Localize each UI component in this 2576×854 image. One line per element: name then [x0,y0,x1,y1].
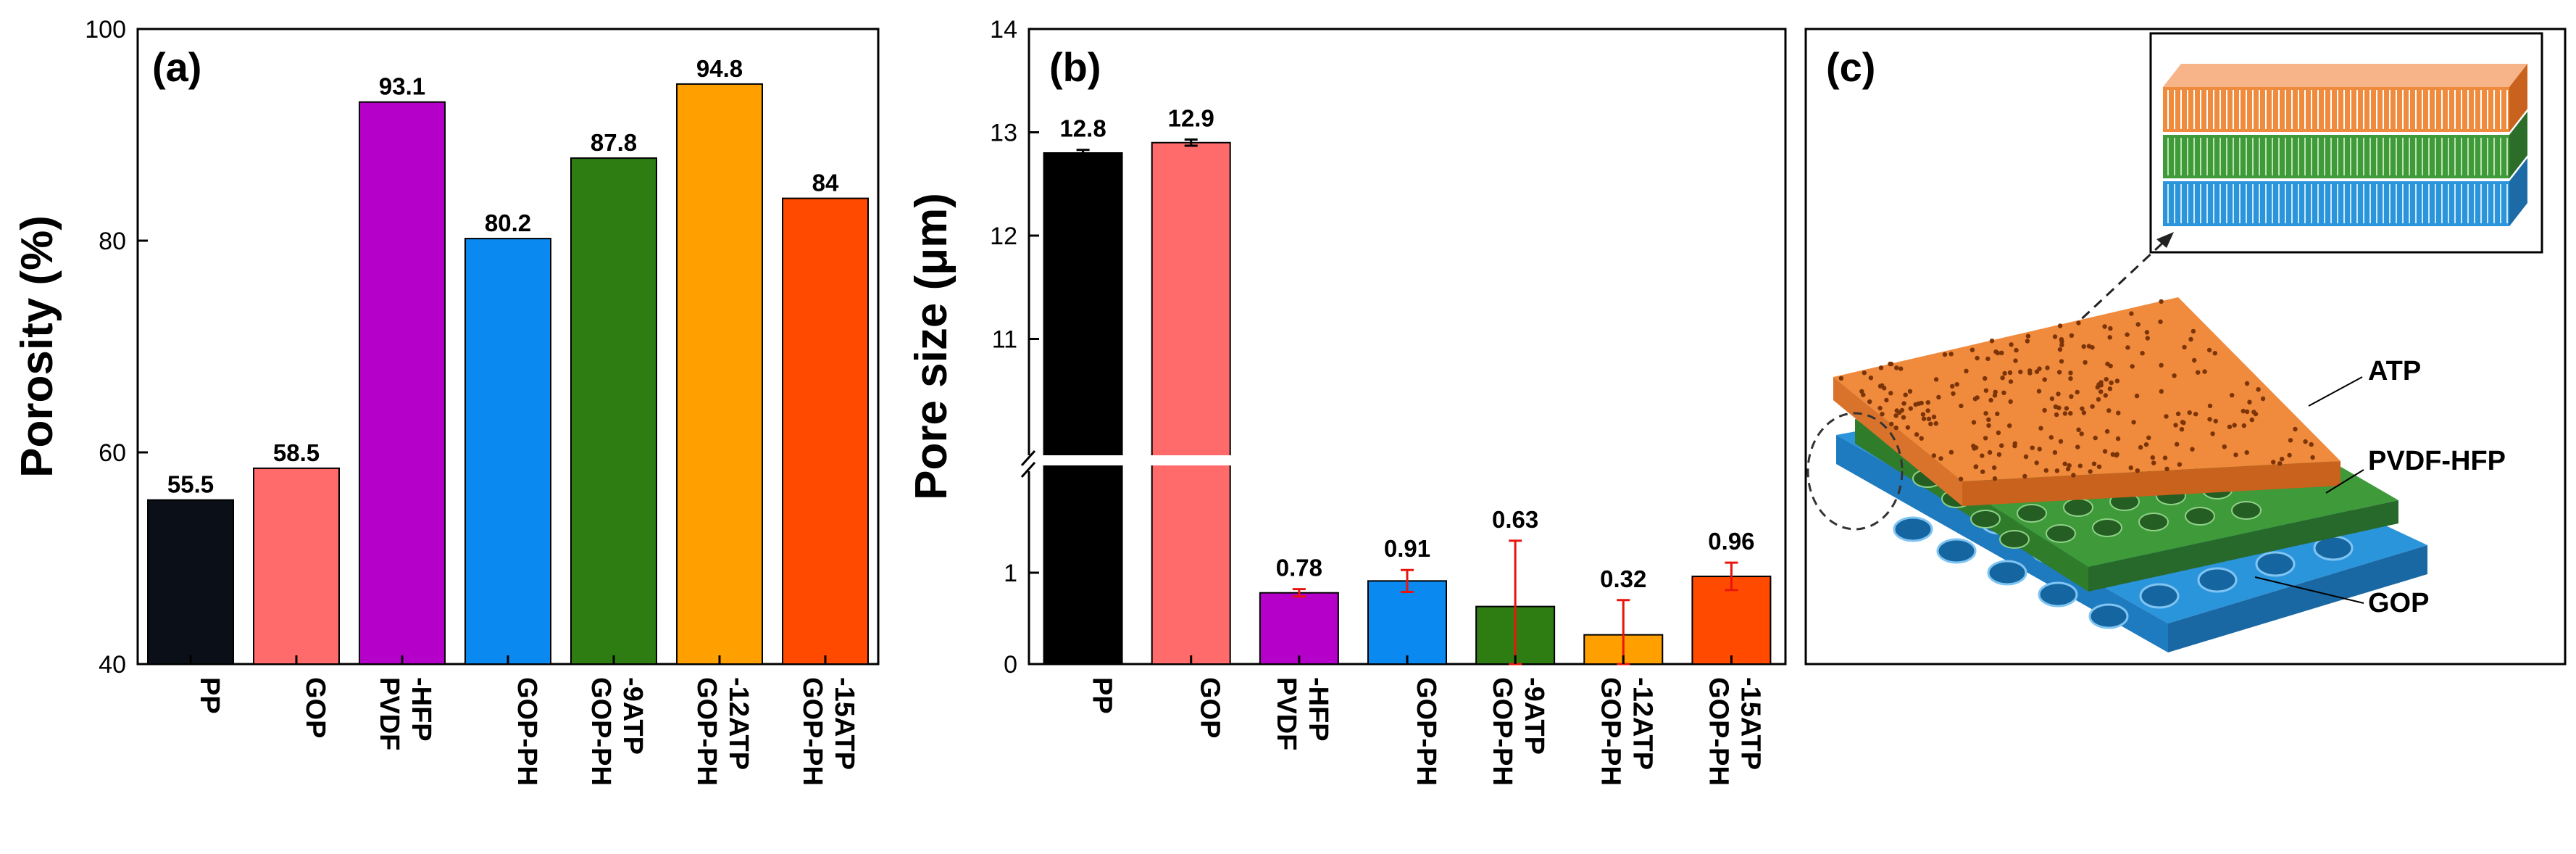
category-label-b: GOP-PH [1595,677,1625,786]
category-label-a: GOP-PH [691,677,722,786]
inset-gop-layer [2163,181,2509,226]
y-axis-label-a: Porosity (%) [12,215,62,478]
atp-leader [2308,376,2363,407]
category-label-b: -9ATP [1519,677,1549,755]
y-tick-label-a: 40 [99,651,126,679]
panel-label-a: (a) [152,44,201,90]
y-tick-label-a: 100 [85,16,126,43]
y-tick-label-a: 80 [99,228,126,255]
bars-a: 55.5 58.5 93.1 80.2 87.8 94.8 84 [147,55,869,666]
y-tick-label-b: 14 [990,16,1017,43]
bar-break-b [1149,455,1233,465]
data-label-a: 80.2 [485,210,531,236]
bar-a [676,83,763,666]
error-bar-b [1401,568,1414,593]
category-label-a: PP [194,677,225,714]
data-label-b: 0.78 [1276,555,1322,581]
y-tick-label-b: 1 [1004,560,1017,587]
bar-break-b [1041,455,1125,465]
layer-diagram: (c) [1804,28,2567,666]
category-label-a: GOP-PH [585,677,616,786]
y-tick-label-b: 13 [990,120,1017,147]
bar-a [782,197,869,666]
category-label-b: PVDF [1271,677,1301,750]
category-label-b: -15ATP [1735,677,1765,770]
category-label-b: GOP [1195,677,1225,738]
categories-a: PP GOP PVDF -HFP GOP-PH GOP-PH -9ATP GOP-PH -12A… [194,677,859,786]
data-label-a: 93.1 [379,73,425,100]
data-label-a: 58.5 [273,439,320,466]
error-bar-b [1292,588,1306,598]
pvdf-hfp-label: PVDF-HFP [2368,446,2506,476]
error-bar-b [1725,561,1738,592]
category-label-a: -HFP [406,677,436,742]
bar-a [570,157,657,665]
y-tick-label-b: 0 [1004,651,1017,679]
category-label-a: -12ATP [723,677,754,770]
data-label-b: 0.91 [1384,535,1430,562]
panel-label-b: (b) [1049,44,1101,90]
data-label-b: 0.63 [1492,506,1538,533]
axis-break [1020,449,1036,478]
bar-b [1151,141,1231,665]
data-label-b: 0.96 [1708,528,1754,555]
plot-frame-b [1028,28,1787,666]
bar-b [1259,592,1339,665]
panel-label-c: (c) [1826,44,1875,90]
error-bar-b [1184,138,1198,147]
bar-b [1043,152,1123,665]
zoom-arrowhead [2156,232,2174,248]
category-label-b: GOP-PH [1411,677,1441,786]
category-label-a: GOP-PH [797,677,828,786]
y-tick-label-b: 11 [992,326,1017,354]
data-label-a: 55.5 [167,471,214,498]
category-label-b: PP [1087,677,1117,714]
atp-label: ATP [2368,356,2421,386]
category-label-a: PVDF [374,677,404,750]
error-bar-b [1076,149,1090,157]
category-label-b: -12ATP [1627,677,1657,770]
category-label-a: -15ATP [829,677,859,770]
inset-atp-layer [2163,87,2509,132]
category-label-a: GOP-PH [512,677,542,786]
data-label-b: 12.9 [1168,104,1214,131]
inset-stack [2163,64,2527,226]
y-tick-label-b: 12 [990,223,1017,250]
bars-b: 12.8 12.9 0.78 0.91 0.63 0.32 0.96 [1041,104,1772,666]
category-label-b: GOP-PH [1487,677,1517,786]
bar-a [253,467,340,666]
data-label-a: 84 [812,170,839,196]
y-tick-label-a: 60 [99,439,126,467]
category-label-b: GOP-PH [1703,677,1733,786]
data-label-b: 12.8 [1059,115,1106,142]
bar-a [359,101,446,666]
data-label-a: 94.8 [696,55,743,82]
pvdf-leader [2325,469,2364,494]
bar-a [464,238,551,665]
bar-a [147,499,234,666]
gop-leader [2254,576,2364,604]
y-ticks-a: 40 60 80 100 [85,16,148,679]
zoom-region [1806,412,1904,531]
porosity-chart: (a) Porosity (%) 40 60 80 100 55.5 58.5 93.1 8… [12,16,880,786]
category-label-a: GOP [300,677,330,738]
categories-b: PP GOP PVDF -HFP GOP-PH GOP-PH -9ATP GOP-PH -12A… [1087,677,1766,786]
data-label-b: 0.32 [1600,565,1646,592]
bar-b [1367,580,1447,666]
data-label-a: 87.8 [591,129,637,156]
category-label-b: -HFP [1303,677,1333,742]
gop-label: GOP [2368,588,2429,618]
panel-frame-c [1804,28,2567,666]
y-axis-label-b: Pore size (μm) [906,193,956,500]
inset-pvdf-layer [2163,135,2509,178]
membrane-stack [1833,297,2427,652]
category-label-a: -9ATP [617,677,648,755]
